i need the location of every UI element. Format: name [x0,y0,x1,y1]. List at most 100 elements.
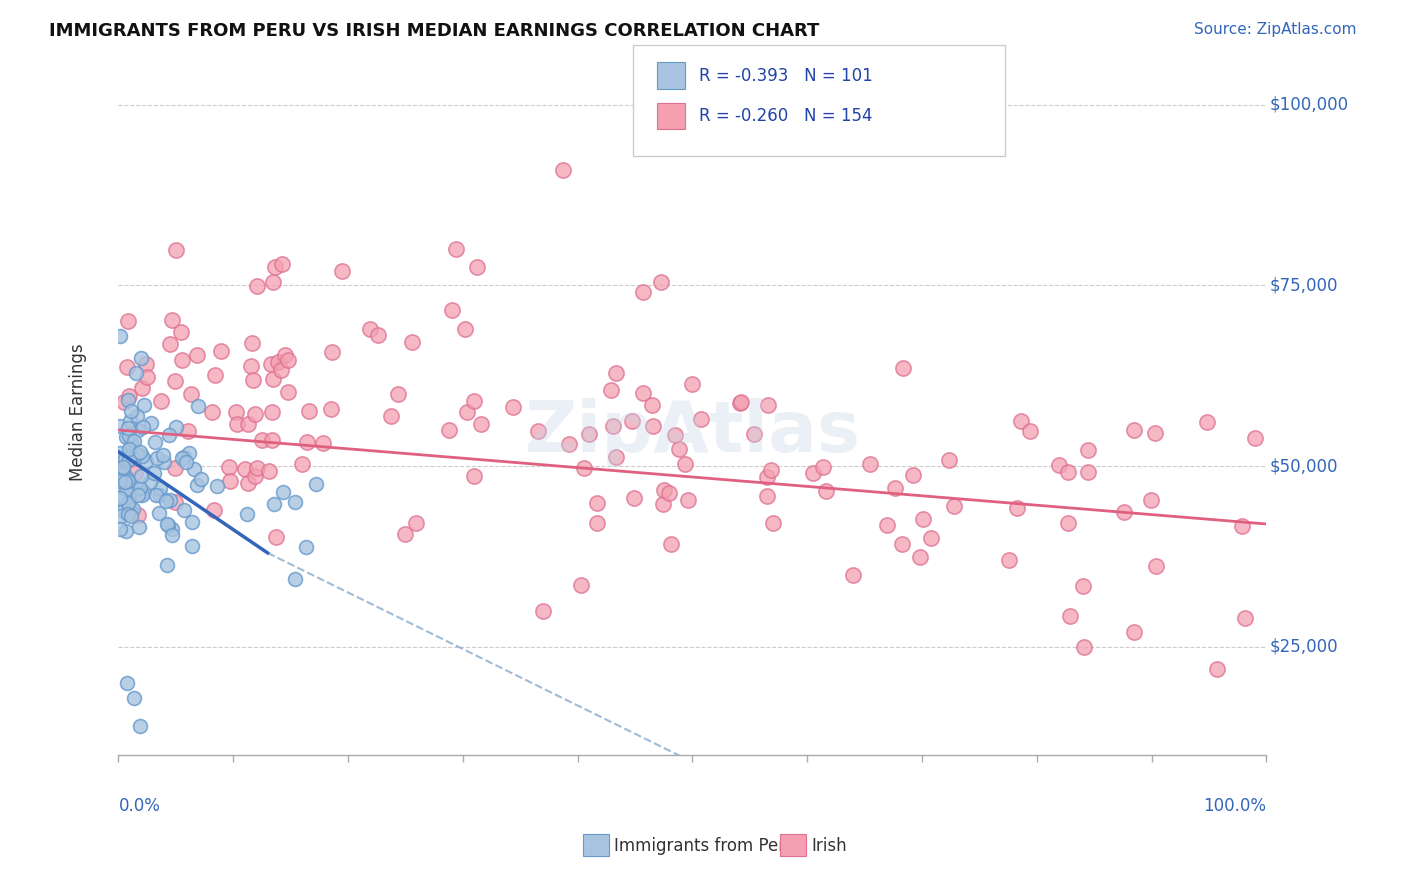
Point [125,409,148,424]
Point [163,495,186,509]
Point [120,487,142,501]
Point [1005,501,1028,516]
Text: 100.0%: 100.0% [1204,797,1267,814]
Point [180,387,202,401]
Point [183,461,205,475]
Point [120,404,142,418]
Point [664,428,686,442]
Point [815,484,838,499]
Point [157,427,180,442]
Point [118,498,141,512]
Point [177,424,200,438]
Point [169,325,191,339]
Point [446,242,468,256]
Point [149,481,172,495]
Point [236,508,259,522]
Point [659,537,682,551]
Text: IMMIGRANTS FROM PERU VS IRISH MEDIAN EARNINGS CORRELATION CHART: IMMIGRANTS FROM PERU VS IRISH MEDIAN EAR… [49,22,820,40]
Point [673,457,696,471]
Point [115,676,138,690]
Point [181,516,204,530]
Point [259,464,281,478]
Point [527,424,550,438]
Point [111,460,134,475]
Point [135,454,157,468]
Point [242,373,264,387]
Point [1144,425,1167,440]
Point [1077,465,1099,479]
Point [108,419,131,434]
Point [163,375,186,389]
Point [295,540,318,554]
Point [179,446,201,460]
Point [728,396,751,410]
Point [108,474,131,488]
Point [252,433,274,447]
Point [159,337,181,351]
Point [558,437,581,451]
Point [159,493,181,508]
Point [605,450,627,465]
Point [225,405,247,419]
Point [470,417,492,431]
Point [997,553,1019,567]
Point [813,459,835,474]
Point [730,395,752,409]
Point [174,455,197,469]
Point [1123,625,1146,640]
Point [284,495,307,509]
Point [139,416,162,430]
Point [134,485,156,500]
Point [1144,558,1167,573]
Text: $50,000: $50,000 [1270,458,1339,475]
Point [621,414,644,428]
Point [260,357,283,371]
Point [117,392,139,407]
Point [271,484,294,499]
Point [146,450,169,465]
Text: Immigrants from Peru: Immigrants from Peru [614,837,796,855]
Point [149,394,172,409]
Point [277,353,299,368]
Point [128,520,150,534]
Point [157,517,180,532]
Point [115,470,138,484]
Point [121,483,143,497]
Point [531,604,554,618]
Point [173,450,195,464]
Point [160,528,183,542]
Point [115,430,138,444]
Point [401,334,423,349]
Point [117,508,139,522]
Point [128,481,150,495]
Point [569,578,592,592]
Point [586,516,609,530]
Point [127,447,149,461]
Point [243,468,266,483]
Point [127,488,149,502]
Point [319,402,342,417]
Point [643,419,665,434]
Point [132,398,155,412]
Point [118,484,141,499]
Point [405,516,427,530]
Text: Source: ZipAtlas.com: Source: ZipAtlas.com [1194,22,1357,37]
Point [110,509,132,524]
Point [114,475,136,489]
Point [1057,465,1080,479]
Point [1140,493,1163,508]
Point [152,448,174,462]
Point [858,457,880,471]
Point [226,417,249,431]
Point [312,436,335,450]
Point [920,531,942,545]
Point [1071,579,1094,593]
Point [118,451,141,466]
Point [690,412,713,426]
Point [122,434,145,449]
Text: ZipAtlas: ZipAtlas [524,398,860,467]
Point [127,508,149,523]
Point [911,512,934,526]
Point [112,468,135,483]
Point [1206,662,1229,676]
